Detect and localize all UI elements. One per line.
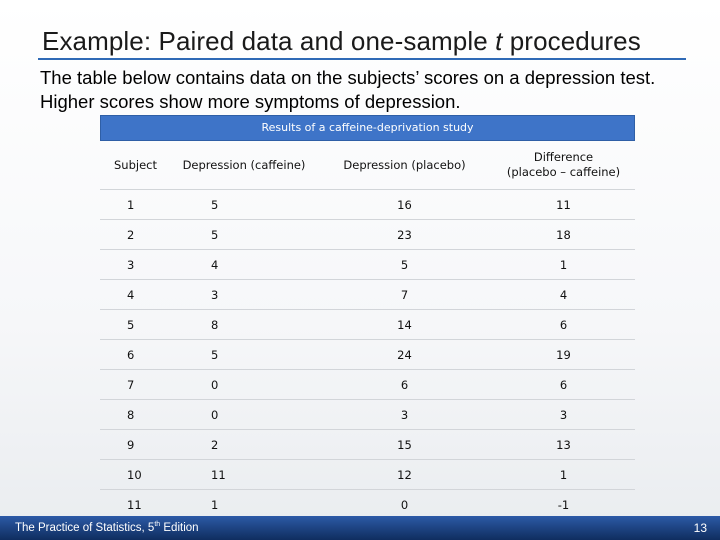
cell-difference: 6	[492, 369, 635, 400]
cell-placebo: 5	[317, 249, 492, 280]
cell-caffeine: 11	[171, 459, 317, 490]
cell-placebo: 7	[317, 279, 492, 310]
header-placebo: Depression (placebo)	[343, 157, 466, 172]
table-body: 1 5 16 11 2 5 23 18 3 4 5 1 4 3 7 4 5 8 14 6 6 5 24 19 7 0 6 6 8 0 3 3 9…	[100, 189, 635, 520]
header-difference-line1: Difference	[533, 150, 594, 164]
cell-subject: 8	[100, 399, 171, 430]
footer-book-suffix: Edition	[160, 521, 199, 534]
cell-placebo: 23	[317, 219, 492, 250]
title-divider	[38, 58, 686, 60]
cell-caffeine: 4	[171, 249, 317, 280]
data-table-container: Results of a caffeine-deprivation study …	[100, 115, 635, 520]
cell-difference: 3	[492, 399, 635, 430]
cell-subject: 3	[100, 249, 171, 280]
table-row: 11 1 0 -1	[100, 489, 635, 520]
cell-placebo: 6	[317, 369, 492, 400]
cell-caffeine: 5	[171, 339, 317, 370]
cell-subject: 1	[100, 189, 171, 220]
cell-caffeine: 2	[171, 429, 317, 460]
cell-placebo: 3	[317, 399, 492, 430]
footer-book-title: The Practice of Statistics, 5th Edition	[15, 521, 199, 534]
cell-difference: 1	[492, 249, 635, 280]
footer-book-prefix: The Practice of Statistics, 5	[15, 521, 155, 534]
table-row: 1 5 16 11	[100, 189, 635, 220]
cell-difference: -1	[492, 489, 635, 520]
header-caffeine: Depression (caffeine)	[182, 157, 306, 172]
header-difference: Difference (placebo – caffeine)	[492, 141, 635, 190]
cell-difference: 6	[492, 309, 635, 340]
table-caption: Results of a caffeine-deprivation study	[100, 115, 635, 141]
cell-subject: 4	[100, 279, 171, 310]
data-table: Subject Depression (caffeine) Depression…	[100, 141, 635, 520]
cell-caffeine: 0	[171, 399, 317, 430]
cell-difference: 1	[492, 459, 635, 490]
slide-title-prefix: Example: Paired data and one-sample	[42, 26, 496, 56]
cell-subject: 10	[100, 459, 171, 490]
table-header-row: Subject Depression (caffeine) Depression…	[100, 141, 635, 190]
cell-difference: 19	[492, 339, 635, 370]
intro-text: The table below contains data on the sub…	[40, 67, 656, 112]
cell-subject: 9	[100, 429, 171, 460]
slide-title-suffix: procedures	[502, 26, 641, 56]
slide-title-italic: t	[495, 26, 503, 56]
cell-difference: 11	[492, 189, 635, 220]
cell-placebo: 14	[317, 309, 492, 340]
table-row: 9 2 15 13	[100, 429, 635, 460]
header-difference-line2: (placebo – caffeine)	[506, 165, 621, 179]
cell-caffeine: 0	[171, 369, 317, 400]
cell-subject: 6	[100, 339, 171, 370]
cell-difference: 4	[492, 279, 635, 310]
table-row: 2 5 23 18	[100, 219, 635, 250]
cell-placebo: 12	[317, 459, 492, 490]
cell-subject: 5	[100, 309, 171, 340]
cell-placebo: 0	[317, 489, 492, 520]
cell-caffeine: 5	[171, 219, 317, 250]
slide-title: Example: Paired data and one-sample t pr…	[42, 26, 641, 57]
cell-placebo: 16	[317, 189, 492, 220]
cell-caffeine: 3	[171, 279, 317, 310]
header-subject: Subject	[114, 157, 157, 172]
cell-placebo: 24	[317, 339, 492, 370]
table-row: 10 11 12 1	[100, 459, 635, 490]
cell-difference: 18	[492, 219, 635, 250]
footer-book-sup: th	[154, 521, 161, 528]
cell-caffeine: 8	[171, 309, 317, 340]
cell-placebo: 15	[317, 429, 492, 460]
cell-caffeine: 5	[171, 189, 317, 220]
table-row: 6 5 24 19	[100, 339, 635, 370]
cell-subject: 11	[100, 489, 171, 520]
cell-caffeine: 1	[171, 489, 317, 520]
cell-subject: 7	[100, 369, 171, 400]
cell-subject: 2	[100, 219, 171, 250]
footer-bar: The Practice of Statistics, 5th Edition …	[0, 516, 720, 540]
table-row: 5 8 14 6	[100, 309, 635, 340]
cell-difference: 13	[492, 429, 635, 460]
page-number: 13	[693, 521, 707, 535]
